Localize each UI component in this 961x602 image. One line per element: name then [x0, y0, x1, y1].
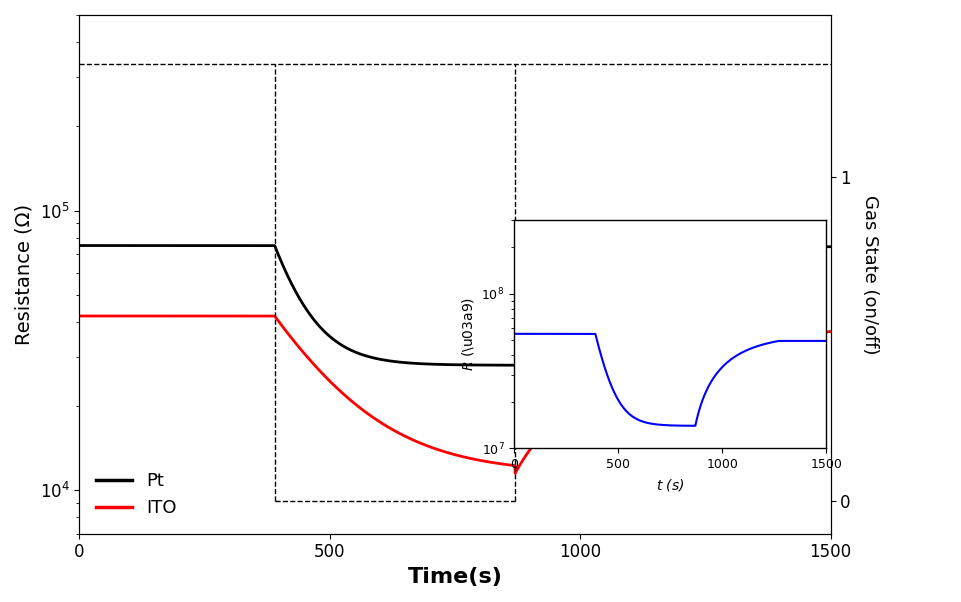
ITO	[509, 470, 521, 477]
ITO	[360, 409, 372, 416]
Legend: Pt, ITO: Pt, ITO	[88, 465, 184, 525]
Pt	[634, 257, 646, 264]
ITO	[210, 312, 222, 320]
Pt	[562, 287, 574, 294]
Pt	[74, 242, 86, 249]
ITO	[691, 349, 702, 356]
Pt	[825, 243, 836, 250]
ITO	[74, 312, 86, 320]
ITO	[825, 328, 836, 335]
X-axis label: $t$ (s): $t$ (s)	[656, 477, 684, 493]
Pt	[360, 352, 372, 359]
ITO	[525, 446, 536, 453]
ITO	[634, 366, 646, 373]
Y-axis label: Resistance (Ω): Resistance (Ω)	[15, 204, 34, 345]
X-axis label: Time(s): Time(s)	[407, 567, 503, 587]
Y-axis label: Gas State (on/off): Gas State (on/off)	[861, 194, 878, 354]
Pt	[210, 242, 222, 249]
Line: ITO: ITO	[80, 316, 830, 473]
Pt	[509, 362, 521, 369]
Pt	[691, 249, 702, 256]
Pt	[525, 329, 536, 337]
Y-axis label: $R$ (\u03a9): $R$ (\u03a9)	[459, 297, 476, 371]
ITO	[562, 406, 574, 413]
Line: Pt: Pt	[80, 246, 830, 365]
